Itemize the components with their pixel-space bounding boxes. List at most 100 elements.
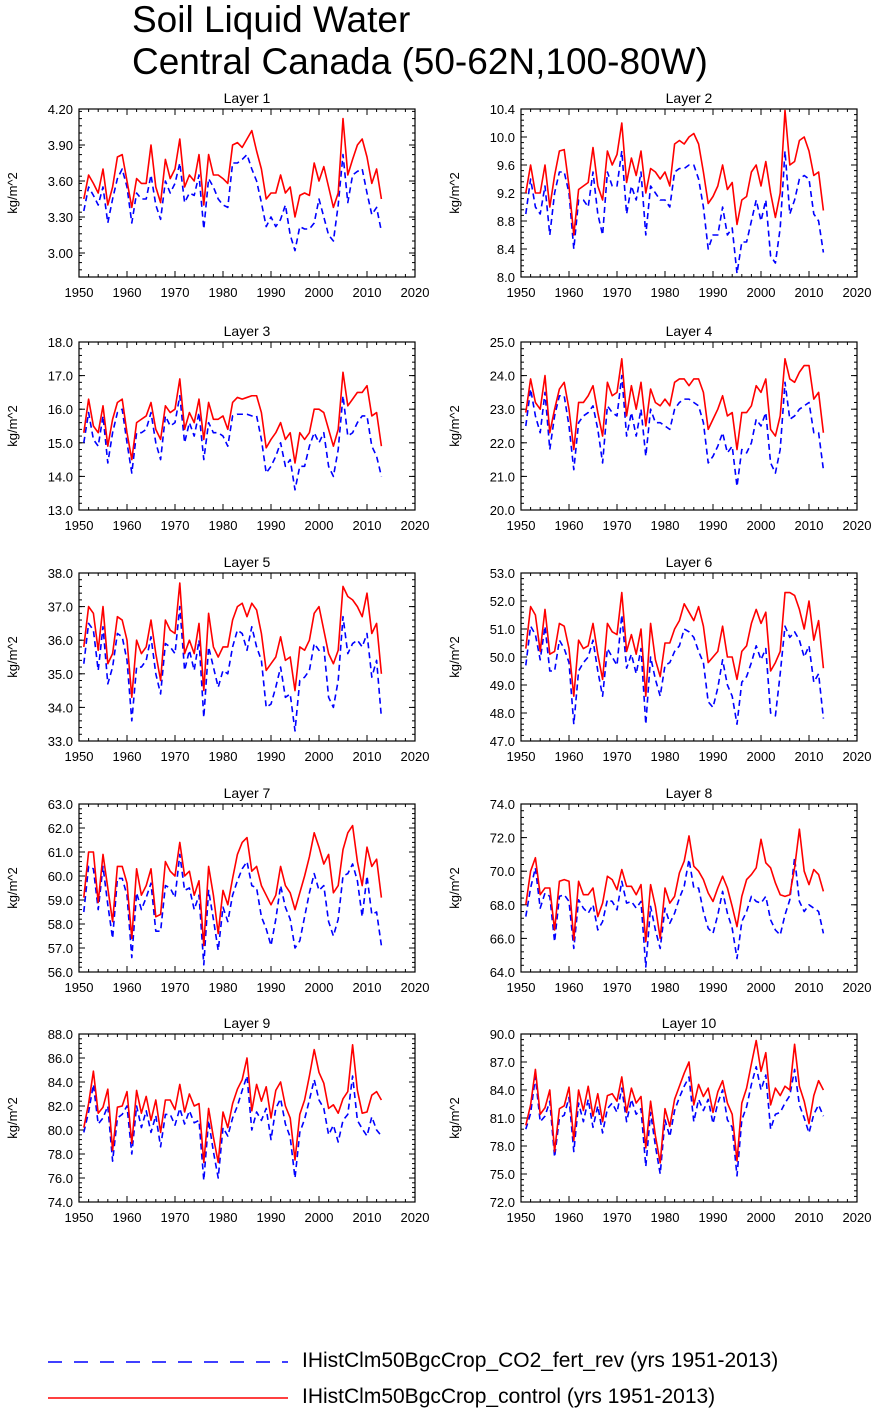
layer-3-series-control <box>83 371 383 464</box>
layer-3-xtick-label: 1970 <box>161 518 190 533</box>
layer-3-xtick-label: 1960 <box>113 518 142 533</box>
layer-4-panel: Layer 4 kg/m^2 1950 1960 1970 1980 1990 2000 201… <box>447 323 871 533</box>
layer-8-xtick-label: 2010 <box>795 980 824 995</box>
layer-6-series-control <box>525 591 825 698</box>
layer-9-ylabel: kg/m^2 <box>5 1097 20 1139</box>
layer-2-ytick-label: 8.8 <box>497 214 515 229</box>
layer-3-xtick-label: 2010 <box>353 518 382 533</box>
layer-3-ytick-label: 18.0 <box>48 335 73 350</box>
layer-6-ytick-label: 50.0 <box>490 650 515 665</box>
layer-3-ytick-label: 14.0 <box>48 469 73 484</box>
layer-4-xtick-label: 2000 <box>747 518 776 533</box>
layer-7-ytick-label: 62.0 <box>48 821 73 836</box>
layer-9-ytick-label: 80.0 <box>48 1123 73 1138</box>
layer-10-panel: Layer 10 kg/m^2 1950 1960 1970 1980 1990 2000 20… <box>447 1015 871 1225</box>
layer-8-xtick-label: 1960 <box>555 980 584 995</box>
layer-8-frame <box>520 803 858 973</box>
layer-5-panel: Layer 5 kg/m^2 1950 1960 1970 1980 1990 2000 201… <box>5 554 429 764</box>
layer-7-ylabel: kg/m^2 <box>5 867 20 909</box>
layer-7-xtick-label: 1960 <box>113 980 142 995</box>
layer-9-series-control <box>83 1044 383 1164</box>
layer-3-title: Layer 3 <box>224 323 271 339</box>
layer-8-series-co2-fert-rev <box>525 856 825 968</box>
legend-label-control: IHistClm50BgcCrop_control (yrs 1951-2013… <box>302 1385 716 1408</box>
layer-4-title: Layer 4 <box>666 323 713 339</box>
layer-4-series-control <box>525 357 825 451</box>
layer-6-panel: Layer 6 kg/m^2 1950 1960 1970 1980 1990 2000 201… <box>447 554 871 764</box>
layer-4-ytick-label: 24.0 <box>490 369 515 384</box>
layer-1-xtick-label: 2020 <box>401 285 430 300</box>
layer-2-panel: Layer 2 kg/m^2 1950 1960 1970 1980 1990 2000 201… <box>447 90 871 300</box>
layer-10-xtick-label: 2020 <box>843 1210 872 1225</box>
layer-9-xtick-label: 1960 <box>113 1210 142 1225</box>
layer-5-ytick-label: 35.0 <box>48 667 73 682</box>
layer-4-ytick-label: 22.0 <box>490 436 515 451</box>
layer-5-series-control <box>83 582 383 699</box>
layer-3-series-co2-fert-rev <box>83 394 383 491</box>
layer-4-ytick-label: 25.0 <box>490 335 515 350</box>
layer-6-frame <box>520 572 858 742</box>
layer-2-ytick-label: 8.4 <box>497 242 515 257</box>
layer-7-xtick-label: 1990 <box>257 980 286 995</box>
layer-5-xtick-label: 1950 <box>65 749 94 764</box>
layer-7-panel: Layer 7 kg/m^2 1950 1960 1970 1980 1990 2000 201… <box>5 785 429 995</box>
layer-2-ytick-label: 9.6 <box>497 158 515 173</box>
layer-6-xtick-label: 1960 <box>555 749 584 764</box>
layer-2-ytick-label: 9.2 <box>497 186 515 201</box>
chart-title-line-1: Soil Liquid Water <box>132 0 411 40</box>
layer-3-xtick-label: 1990 <box>257 518 286 533</box>
layer-2-ytick-label: 10.4 <box>490 102 515 117</box>
layer-9-title: Layer 9 <box>224 1015 271 1031</box>
legend-swatch-control <box>48 1397 288 1399</box>
layer-4-xtick-label: 1990 <box>699 518 728 533</box>
layer-5-frame <box>78 572 416 742</box>
layer-10-ylabel: kg/m^2 <box>447 1097 462 1139</box>
layer-2-series-control <box>525 109 825 236</box>
layer-7-ytick-label: 58.0 <box>48 917 73 932</box>
layer-1-series-control <box>83 117 383 218</box>
layer-8-xtick-label: 2000 <box>747 980 776 995</box>
layer-10-xtick-label: 1950 <box>507 1210 536 1225</box>
layer-8-title: Layer 8 <box>666 785 713 801</box>
layer-9-frame <box>78 1033 416 1203</box>
layer-2-xtick-label: 2000 <box>747 285 776 300</box>
layer-10-ytick-label: 90.0 <box>490 1027 515 1042</box>
layer-9-xtick-label: 2000 <box>305 1210 334 1225</box>
layer-6-ytick-label: 49.0 <box>490 678 515 693</box>
layer-1-series-co2-fert-rev <box>83 153 383 252</box>
layer-2-ytick-label: 10.0 <box>490 130 515 145</box>
layer-4-ylabel: kg/m^2 <box>447 405 462 447</box>
layer-10-frame <box>520 1033 858 1203</box>
layer-6-ylabel: kg/m^2 <box>447 636 462 678</box>
layer-9-ytick-label: 76.0 <box>48 1171 73 1186</box>
layer-5-series-co2-fert-rev <box>83 605 383 732</box>
layer-4-ytick-label: 23.0 <box>490 402 515 417</box>
layer-9-xtick-label: 1980 <box>209 1210 238 1225</box>
layer-2-frame <box>520 108 858 278</box>
layer-6-xtick-label: 1970 <box>603 749 632 764</box>
layer-10-xtick-label: 1960 <box>555 1210 584 1225</box>
layer-6-ytick-label: 47.0 <box>490 734 515 749</box>
layer-4-series-co2-fert-rev <box>525 374 825 488</box>
layer-5-ytick-label: 38.0 <box>48 566 73 581</box>
layer-1-xtick-label: 1980 <box>209 285 238 300</box>
layer-7-series-control <box>83 824 383 947</box>
layer-6-ytick-label: 52.0 <box>490 594 515 609</box>
layer-10-xtick-label: 1980 <box>651 1210 680 1225</box>
layer-8-ytick-label: 66.0 <box>490 931 515 946</box>
legend-swatch-co2-fert-rev <box>48 1361 288 1363</box>
layer-3-xtick-label: 1950 <box>65 518 94 533</box>
layer-6-title: Layer 6 <box>666 554 713 570</box>
layer-6-ytick-label: 53.0 <box>490 566 515 581</box>
layer-9-xtick-label: 2020 <box>401 1210 430 1225</box>
layer-9-panel: Layer 9 kg/m^2 1950 1960 1970 1980 1990 2000 201… <box>5 1015 429 1225</box>
layer-7-xtick-label: 1950 <box>65 980 94 995</box>
layer-9-xtick-label: 1950 <box>65 1210 94 1225</box>
layer-7-xtick-label: 2020 <box>401 980 430 995</box>
layer-7-xtick-label: 2000 <box>305 980 334 995</box>
layer-3-ytick-label: 16.0 <box>48 402 73 417</box>
layer-2-series-co2-fert-rev <box>525 150 825 275</box>
layer-9-ytick-label: 86.0 <box>48 1051 73 1066</box>
layer-10-ytick-label: 84.0 <box>490 1083 515 1098</box>
